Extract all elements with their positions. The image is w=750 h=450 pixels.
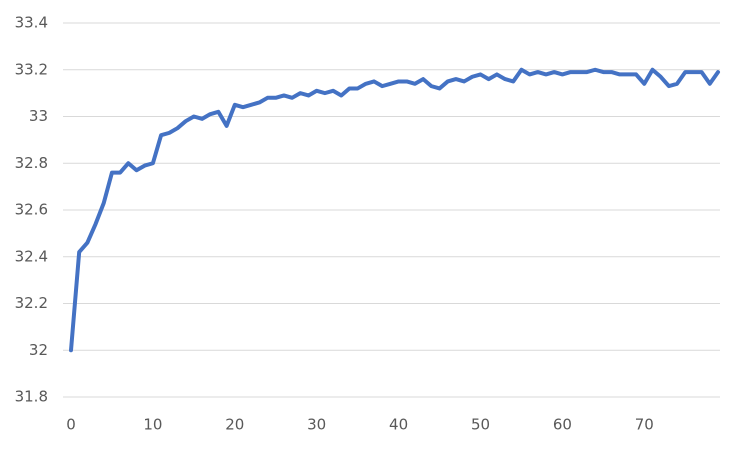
y-tick-label: 32: [29, 341, 48, 359]
y-tick-label: 33.4: [15, 14, 48, 32]
y-tick-label: 33.2: [15, 60, 48, 78]
y-tick-label: 32.8: [15, 154, 48, 172]
x-tick-label: 70: [635, 416, 654, 434]
y-tick-label: 33: [29, 107, 48, 125]
data-line: [69, 67, 720, 353]
x-tick-label: 60: [553, 416, 572, 434]
y-tick-label: 32.6: [15, 201, 48, 219]
y-tick-label: 32.4: [15, 247, 48, 265]
x-tick-label: 0: [66, 416, 76, 434]
y-tick-label: 31.8: [15, 388, 48, 406]
x-tick-label: 20: [225, 416, 244, 434]
x-tick-label: 50: [471, 416, 490, 434]
x-tick-label: 30: [307, 416, 326, 434]
x-tick-label: 10: [143, 416, 162, 434]
x-tick-label: 40: [389, 416, 408, 434]
y-tick-label: 32.2: [15, 294, 48, 312]
